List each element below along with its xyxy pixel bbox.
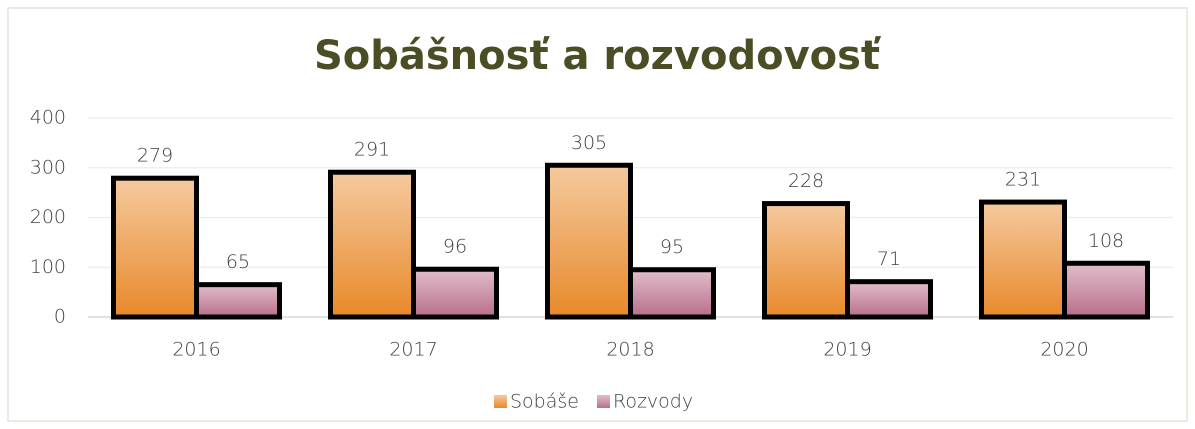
bar bbox=[979, 199, 1067, 320]
bar bbox=[1062, 260, 1150, 320]
legend-swatch bbox=[494, 395, 507, 408]
y-tick-label: 100 bbox=[30, 256, 66, 278]
data-label: 108 bbox=[1088, 230, 1124, 252]
x-tick-label: 2019 bbox=[823, 339, 871, 361]
bar bbox=[628, 267, 716, 320]
bar bbox=[762, 201, 850, 320]
legend-label: Sobáše bbox=[510, 391, 579, 413]
data-label: 231 bbox=[1005, 169, 1041, 191]
data-label: 95 bbox=[660, 236, 684, 258]
bar bbox=[411, 266, 499, 320]
y-tick-label: 400 bbox=[30, 107, 66, 129]
data-label: 65 bbox=[226, 251, 250, 273]
y-tick-label: 0 bbox=[54, 306, 66, 328]
data-label: 305 bbox=[571, 132, 607, 154]
legend-label: Rozvody bbox=[613, 391, 693, 413]
chart-title: Sobášnosť a rozvodovosť bbox=[314, 33, 882, 79]
bar bbox=[111, 175, 199, 320]
data-label: 71 bbox=[877, 248, 901, 270]
data-label: 279 bbox=[137, 145, 173, 167]
data-label: 291 bbox=[354, 139, 390, 161]
y-tick-label: 300 bbox=[30, 156, 66, 178]
bar bbox=[328, 169, 416, 320]
y-tick-label: 200 bbox=[30, 206, 66, 228]
x-tick-label: 2017 bbox=[389, 339, 437, 361]
bar bbox=[845, 279, 933, 320]
legend-swatch bbox=[596, 395, 610, 408]
x-tick-label: 2020 bbox=[1040, 339, 1088, 361]
bar bbox=[545, 162, 633, 320]
bar bbox=[194, 282, 282, 320]
x-tick-label: 2016 bbox=[172, 339, 220, 361]
data-label: 228 bbox=[788, 170, 824, 192]
x-tick-label: 2018 bbox=[606, 339, 654, 361]
data-label: 96 bbox=[443, 236, 467, 258]
